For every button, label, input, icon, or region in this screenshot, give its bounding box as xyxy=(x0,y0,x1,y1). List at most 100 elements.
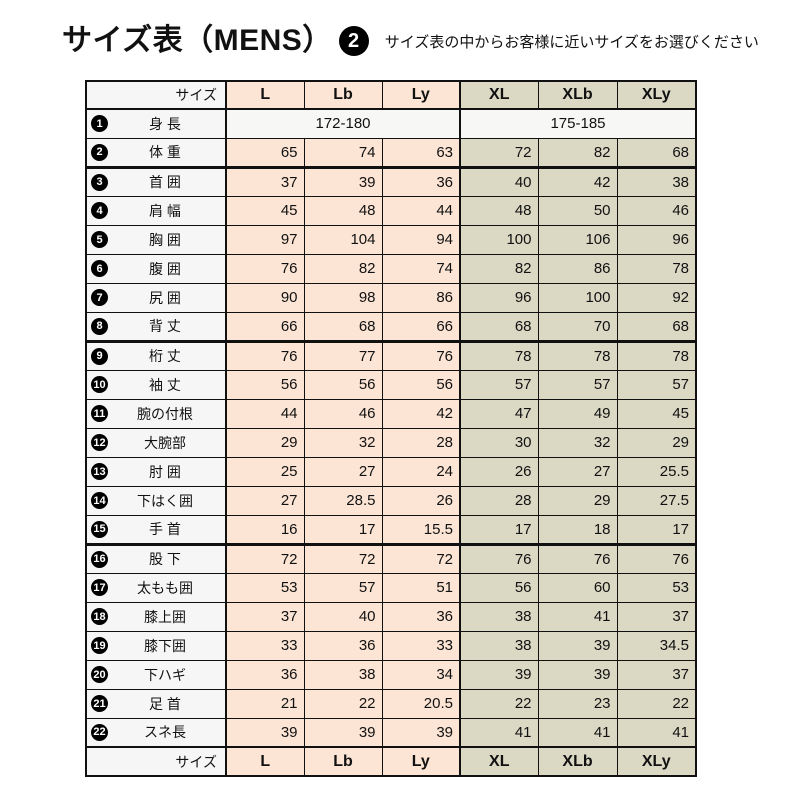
value-cell-ly: 66 xyxy=(381,311,461,342)
row-label-wrap: 4 肩 幅 xyxy=(87,197,224,224)
value-cell-xl: 41 xyxy=(459,717,539,748)
value-cell-lb: 98 xyxy=(303,282,383,313)
value-cell-xly: 68 xyxy=(616,311,697,342)
row-number-badge: 11 xyxy=(91,405,108,422)
value-cell-lb: 74 xyxy=(303,137,383,168)
value-cell-l: 39 xyxy=(225,717,305,748)
value-cell-lb: 39 xyxy=(303,165,383,197)
row-number-badge: 8 xyxy=(91,317,108,335)
row-number-badge: 18 xyxy=(91,608,108,625)
value-cell-l: 90 xyxy=(225,282,305,313)
value-cell-xly: 46 xyxy=(616,195,697,226)
table-header-row: サイズ L Lb Ly XL XLb XLy xyxy=(85,80,697,110)
height-range-xl-group: 175-185 xyxy=(459,108,697,139)
table-row-3: 3 首 囲 37 39 36 40 42 38 xyxy=(85,165,697,197)
value-cell-xl: 47 xyxy=(459,398,539,429)
value-cell-xly: 57 xyxy=(616,369,697,400)
row-number-badge: 6 xyxy=(91,260,108,277)
row-label-text: 桁 丈 xyxy=(149,348,181,364)
table-row-20: 20 下ハギ 36 38 34 39 39 37 xyxy=(85,659,697,690)
value-cell-xly: 76 xyxy=(616,542,697,574)
size-header-xly: XLy xyxy=(616,80,697,110)
table-row-2: 2 体 重 65 74 63 72 82 68 xyxy=(85,137,697,168)
value-cell-ly: 15.5 xyxy=(381,514,461,545)
value-cell-xlb: 29 xyxy=(537,485,618,516)
row-label-cell: 6 腹 囲 xyxy=(85,253,227,284)
row-label-text: 身 長 xyxy=(149,115,181,132)
value-cell-ly: 33 xyxy=(381,630,461,661)
value-cell-xlb: 57 xyxy=(537,369,618,400)
value-cell-xly: 29 xyxy=(616,427,697,458)
table-row-14: 14 下はく囲 27 28.5 26 28 29 27.5 xyxy=(85,485,697,516)
value-cell-xly: 38 xyxy=(616,165,697,197)
row-number-badge: 2 xyxy=(91,143,108,161)
row-number-badge: 3 xyxy=(91,173,108,191)
value-cell-lb: 22 xyxy=(303,688,383,719)
row-label-cell: 14 下はく囲 xyxy=(85,485,227,516)
value-cell-ly: 56 xyxy=(381,369,461,400)
title-number-badge: 2 xyxy=(338,25,369,56)
table-row-height: 1 身 長 172-180 175-185 xyxy=(85,108,697,139)
row-label-cell: 7 尻 囲 xyxy=(85,282,227,313)
value-cell-ly: 34 xyxy=(381,659,461,690)
row-label-text: 手 首 xyxy=(149,521,181,537)
value-cell-xly: 78 xyxy=(616,253,697,284)
row-label-wrap: 10 袖 丈 xyxy=(87,371,224,398)
value-cell-xlb: 41 xyxy=(537,717,618,748)
value-cell-lb: 27 xyxy=(303,456,383,487)
value-cell-xl: 39 xyxy=(459,659,539,690)
value-cell-l: 66 xyxy=(225,311,305,342)
value-cell-l: 65 xyxy=(225,137,305,168)
row-label-wrap: 13 肘 囲 xyxy=(87,458,224,485)
row-label-wrap: 16 股 下 xyxy=(87,547,224,572)
value-cell-lb: 77 xyxy=(303,339,383,371)
row-label-text: 胸 囲 xyxy=(149,231,181,248)
value-cell-l: 21 xyxy=(225,688,305,719)
row-label-cell: 5 胸 囲 xyxy=(85,224,227,255)
row-number-badge: 22 xyxy=(91,723,108,741)
value-cell-ly: 28 xyxy=(381,427,461,458)
row-label-text: 下ハギ xyxy=(144,666,186,683)
value-cell-lb: 32 xyxy=(303,427,383,458)
row-label-wrap: 1 身 長 xyxy=(87,110,224,137)
value-cell-ly: 36 xyxy=(381,601,461,632)
value-cell-xlb: 82 xyxy=(537,137,618,168)
size-header-xlb: XLb xyxy=(537,746,618,777)
row-label-text: スネ長 xyxy=(144,724,186,741)
row-label-text: 膝下囲 xyxy=(144,637,186,654)
page-title: サイズ表（MENS） 2 xyxy=(62,24,369,57)
value-cell-l: 37 xyxy=(225,165,305,197)
table-row-16: 16 股 下 72 72 72 76 76 76 xyxy=(85,542,697,574)
value-cell-xl: 40 xyxy=(459,165,539,197)
row-label-cell: 4 肩 幅 xyxy=(85,195,227,226)
row-label-text: 体 重 xyxy=(149,144,181,160)
row-label-text: 足 首 xyxy=(149,695,181,712)
row-label-text: 下はく囲 xyxy=(137,492,193,509)
value-cell-ly: 36 xyxy=(381,165,461,197)
table-row-17: 17 太もも囲 53 57 51 56 60 53 xyxy=(85,572,697,603)
value-cell-xly: 25.5 xyxy=(616,456,697,487)
size-header-ly: Ly xyxy=(381,80,461,110)
row-label-wrap: 14 下はく囲 xyxy=(87,487,224,514)
row-label-wrap: 12 大腕部 xyxy=(87,429,224,456)
value-cell-l: 56 xyxy=(225,369,305,400)
row-label-wrap: 5 胸 囲 xyxy=(87,226,224,253)
value-cell-ly: 63 xyxy=(381,137,461,168)
value-cell-l: 33 xyxy=(225,630,305,661)
row-label-wrap: 17 太もも囲 xyxy=(87,574,224,601)
value-cell-lb: 56 xyxy=(303,369,383,400)
value-cell-xl: 57 xyxy=(459,369,539,400)
value-cell-l: 76 xyxy=(225,339,305,371)
value-cell-xlb: 78 xyxy=(537,339,618,371)
value-cell-l: 97 xyxy=(225,224,305,255)
size-header-xl: XL xyxy=(459,746,539,777)
table-row-15: 15 手 首 16 17 15.5 17 18 17 xyxy=(85,514,697,545)
height-range-l-group: 172-180 xyxy=(225,108,461,139)
title-block: サイズ表（MENS） 2 サイズ表の中からお客様に近いサイズをお選びください xyxy=(62,24,759,57)
value-cell-xl: 78 xyxy=(459,339,539,371)
size-header-xl: XL xyxy=(459,80,539,110)
